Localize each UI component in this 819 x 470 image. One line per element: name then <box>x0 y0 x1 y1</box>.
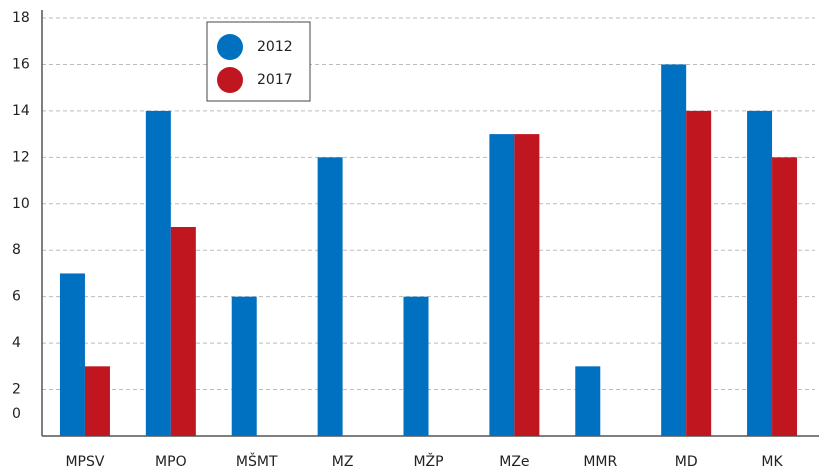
x-tick-label: MŠMT <box>236 452 278 470</box>
y-tick-label: 16 <box>12 56 30 72</box>
x-tick-label: MMR <box>583 454 617 470</box>
legend-label: 2017 <box>257 72 293 88</box>
x-tick-label: MD <box>675 454 698 470</box>
bar <box>514 134 540 436</box>
legend-label: 2012 <box>257 39 293 55</box>
y-tick-label: 10 <box>12 196 30 212</box>
bar <box>59 273 85 436</box>
x-tick-label: MK <box>761 454 783 470</box>
legend-swatch <box>217 67 243 93</box>
y-tick-label: 14 <box>12 103 30 119</box>
legend-swatch <box>217 34 243 60</box>
x-tick-label: MPO <box>155 454 187 470</box>
y-tick-label: 6 <box>12 289 21 305</box>
x-tick-label: MŽP <box>413 452 443 470</box>
bar <box>661 64 687 436</box>
y-tick-label: 2 <box>12 382 21 398</box>
bar <box>84 366 110 436</box>
bar <box>170 227 196 436</box>
y-tick-label: 18 <box>12 10 30 26</box>
y-tick-label: 0 <box>12 406 21 422</box>
bar <box>145 110 171 436</box>
bar <box>317 157 343 437</box>
y-tick-label: 4 <box>12 335 21 351</box>
bar <box>489 134 515 436</box>
y-tick-label: 12 <box>12 149 30 165</box>
bar <box>575 366 601 436</box>
bar <box>403 296 429 436</box>
bar <box>231 296 257 436</box>
bar <box>686 110 712 436</box>
x-tick-label: MPSV <box>65 454 104 470</box>
x-tick-label: MZe <box>499 454 529 470</box>
x-tick-label: MZ <box>332 454 354 470</box>
bar <box>747 110 773 436</box>
y-tick-label: 8 <box>12 242 21 258</box>
bar <box>772 157 798 437</box>
